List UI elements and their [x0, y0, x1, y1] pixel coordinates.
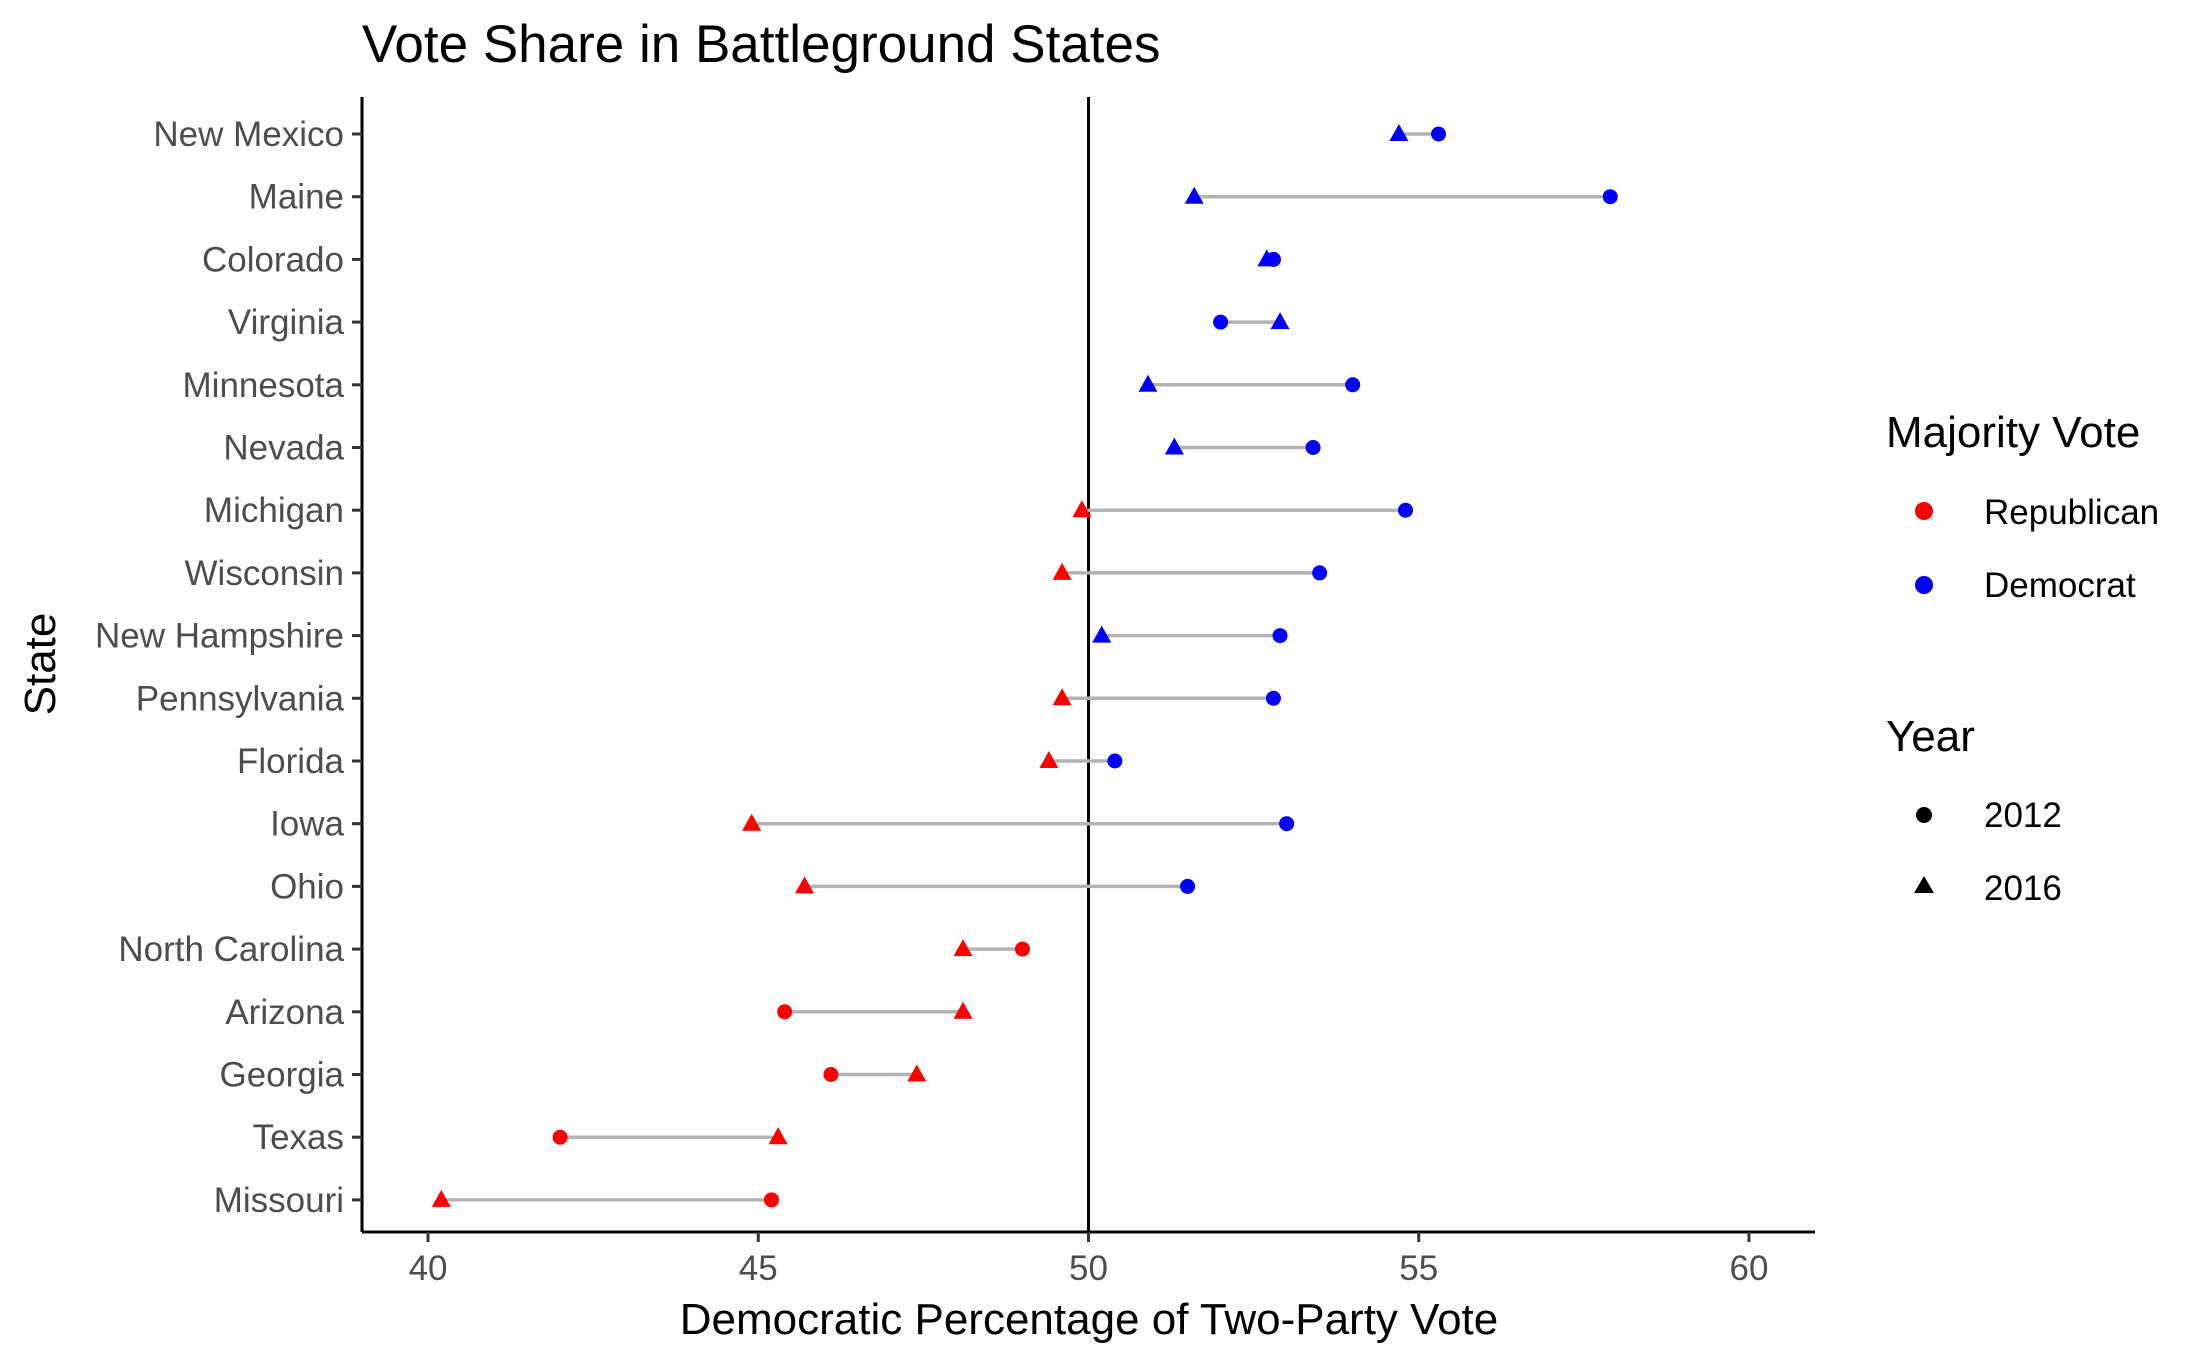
x-tick-label-40: 40 — [409, 1249, 448, 1288]
y-tick-label-nevada: Nevada — [223, 429, 344, 468]
y-tick-label-ohio: Ohio — [270, 867, 344, 906]
point-2012-michigan — [1398, 503, 1413, 518]
legend: Majority Vote Republican Democrat Year 2… — [1886, 408, 2159, 908]
point-2012-maine — [1603, 189, 1618, 204]
y-tick-label-missouri: Missouri — [214, 1181, 344, 1220]
point-2012-pennsylvania — [1266, 691, 1281, 706]
y-tick-label-iowa: Iowa — [270, 805, 344, 844]
legend-color-title: Majority Vote — [1886, 408, 2140, 457]
y-axis-title: State — [16, 613, 65, 716]
y-tick-label-minnesota: Minnesota — [183, 366, 345, 405]
point-2012-north-carolina — [1015, 942, 1030, 957]
x-tick-label-55: 55 — [1399, 1249, 1438, 1288]
y-tick-label-arizona: Arizona — [225, 993, 344, 1032]
legend-2012-label: 2012 — [1984, 796, 2062, 835]
x-tick-label-45: 45 — [739, 1249, 778, 1288]
legend-republican-label: Republican — [1984, 493, 2159, 532]
point-2012-georgia — [823, 1067, 838, 1082]
legend-2016-label: 2016 — [1984, 869, 2062, 908]
point-2012-texas — [553, 1130, 568, 1145]
y-tick-label-virginia: Virginia — [228, 303, 345, 342]
point-2012-virginia — [1213, 315, 1228, 330]
legend-2016-swatch — [1914, 876, 1934, 893]
point-2012-ohio — [1180, 879, 1195, 894]
y-tick-label-colorado: Colorado — [202, 240, 344, 279]
x-axis-title: Democratic Percentage of Two-Party Vote — [680, 1295, 1498, 1344]
legend-democrat-label: Democrat — [1984, 566, 2136, 605]
point-2012-new-mexico — [1431, 127, 1446, 142]
point-2012-wisconsin — [1312, 565, 1327, 580]
y-tick-label-michigan: Michigan — [204, 491, 344, 530]
x-tick-label-60: 60 — [1729, 1249, 1768, 1288]
chart-title: Vote Share in Battleground States — [362, 15, 1161, 74]
y-tick-label-texas: Texas — [253, 1118, 344, 1157]
point-2012-missouri — [764, 1192, 779, 1207]
y-tick-label-pennsylvania: Pennsylvania — [136, 679, 345, 718]
y-tick-label-north-carolina: North Carolina — [118, 930, 344, 969]
y-tick-label-maine: Maine — [249, 178, 344, 217]
legend-democrat-swatch — [1915, 576, 1933, 594]
point-2012-iowa — [1279, 816, 1294, 831]
point-2012-nevada — [1306, 440, 1321, 455]
y-tick-label-new-hampshire: New Hampshire — [95, 617, 344, 656]
plot-area — [432, 97, 1618, 1232]
legend-shape-title: Year — [1886, 712, 1975, 761]
y-tick-label-florida: Florida — [237, 742, 345, 781]
point-2012-arizona — [777, 1004, 792, 1019]
y-tick-label-georgia: Georgia — [219, 1056, 344, 1095]
point-2012-new-hampshire — [1273, 628, 1288, 643]
point-2012-florida — [1107, 754, 1122, 769]
y-tick-label-wisconsin: Wisconsin — [185, 554, 344, 593]
point-2012-minnesota — [1345, 377, 1360, 392]
x-tick-label-50: 50 — [1069, 1249, 1108, 1288]
y-tick-label-new-mexico: New Mexico — [153, 115, 344, 154]
legend-2012-swatch — [1916, 807, 1932, 823]
legend-republican-swatch — [1915, 502, 1933, 520]
axes: New Mexico Maine Colorado Virginia Minnesota… — [95, 115, 1768, 1288]
